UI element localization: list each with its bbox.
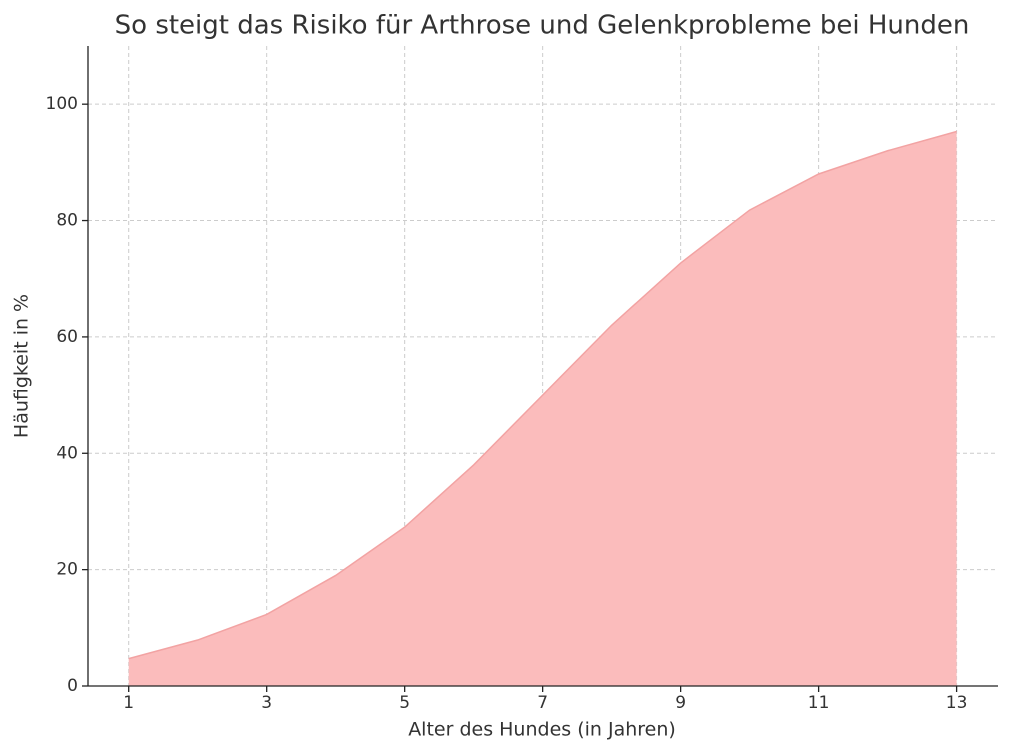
y-axis-label: Häufigkeit in % — [11, 294, 33, 438]
y-tick-label: 80 — [56, 211, 78, 231]
x-tick-label: 11 — [808, 693, 830, 713]
x-tick-label: 9 — [675, 693, 686, 713]
chart-title: So steigt das Risiko für Arthrose und Ge… — [115, 11, 970, 41]
y-tick-label: 60 — [56, 327, 78, 347]
area-line — [128, 130, 957, 660]
area — [128, 131, 957, 686]
y-tick-label: 100 — [46, 94, 78, 114]
x-tick-label: 1 — [123, 693, 134, 713]
x-tick-label: 3 — [261, 693, 272, 713]
x-tick-label: 5 — [399, 693, 410, 713]
x-axis-label: Alter des Hundes (in Jahren) — [408, 719, 676, 741]
y-tick-label: 40 — [56, 443, 78, 463]
x-tick-label: 13 — [946, 693, 968, 713]
x-tick-label: 7 — [537, 693, 548, 713]
y-tick-label: 0 — [67, 676, 78, 696]
y-tick-label: 20 — [56, 560, 78, 580]
